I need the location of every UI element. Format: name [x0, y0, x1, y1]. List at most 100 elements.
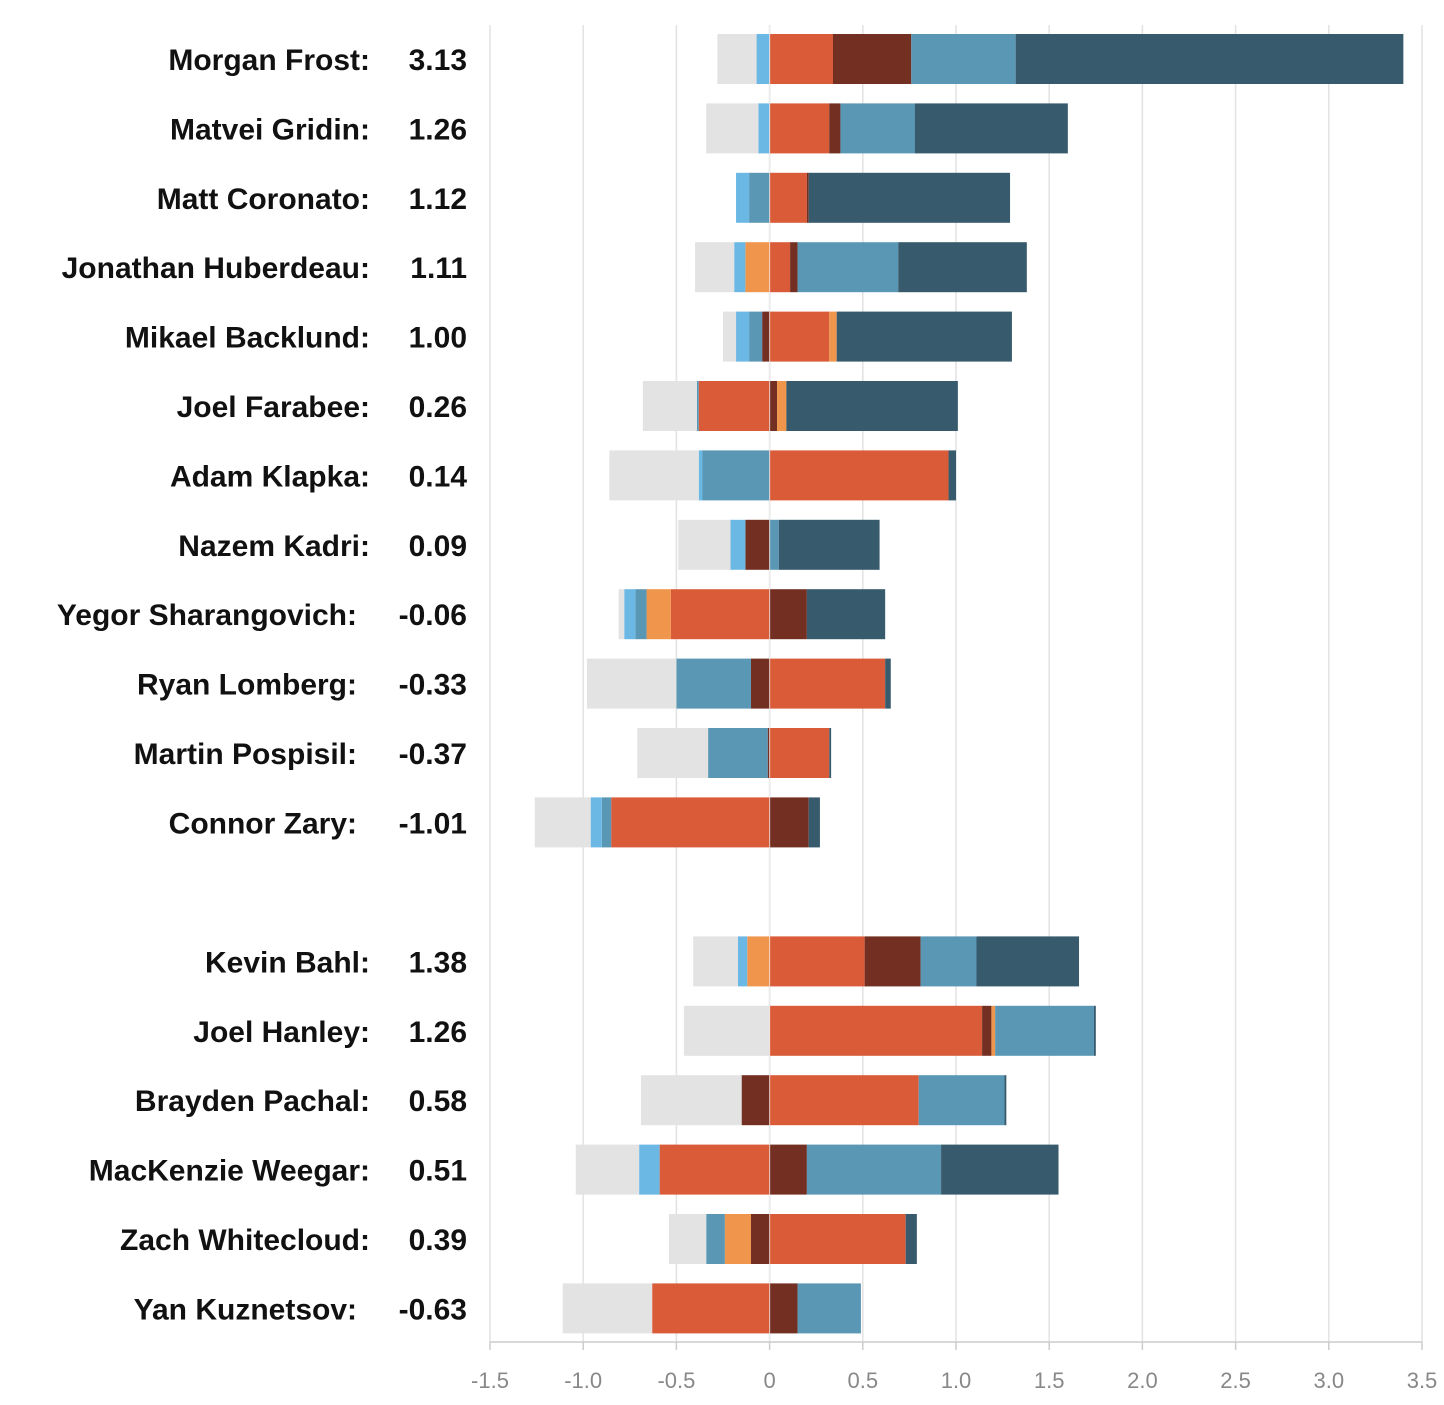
- bar-segment-negative: [706, 1214, 725, 1264]
- bar-segment-positive: [864, 936, 921, 987]
- player-name: Yegor Sharangovich:: [57, 599, 357, 632]
- bar-segment-positive: [769, 103, 830, 154]
- player-name: Brayden Pachal:: [135, 1085, 370, 1118]
- bar-segment-negative: [724, 1214, 751, 1264]
- player-name: Connor Zary:: [169, 807, 357, 840]
- bar-segment-negative: [767, 728, 770, 778]
- bar-segment-negative: [695, 242, 735, 293]
- bar-segment-positive: [790, 242, 798, 293]
- bar-segment-positive: [905, 1214, 917, 1264]
- bar-segment-negative: [670, 589, 770, 640]
- player-value: 1.26: [409, 1016, 467, 1049]
- bar-segment-positive: [769, 1144, 807, 1195]
- bar-segment-negative: [639, 1144, 660, 1195]
- bar-segment-negative: [678, 519, 731, 570]
- bar-segment-positive: [1093, 1005, 1096, 1056]
- bar-segment-positive: [918, 1075, 1005, 1126]
- player-name: Yan Kuznetsov:: [134, 1293, 357, 1326]
- player-value: -0.37: [399, 738, 467, 771]
- bar-segment-positive: [769, 658, 886, 709]
- player-value: 0.58: [409, 1085, 467, 1118]
- bar-segment-positive: [769, 1214, 906, 1264]
- bar-segment-negative: [749, 311, 763, 362]
- bar-segment-positive: [898, 242, 1027, 293]
- bar-segment-negative: [642, 381, 697, 431]
- bar-segment-positive: [769, 311, 830, 362]
- bar-segment-positive: [769, 242, 791, 293]
- bar-segment-positive: [769, 728, 830, 778]
- x-tick-label: 2.0: [1127, 1368, 1158, 1393]
- bar-segment-negative: [698, 381, 770, 431]
- bar-segment-positive: [991, 1005, 996, 1056]
- bar-segment-negative: [586, 658, 677, 709]
- bar-segment-positive: [769, 1283, 798, 1334]
- player-value: 1.12: [409, 183, 467, 216]
- player-value: -1.01: [399, 807, 467, 840]
- bar-segment-negative: [698, 450, 703, 501]
- x-tick-label: 3.0: [1314, 1368, 1345, 1393]
- player-value: 1.26: [409, 113, 467, 146]
- x-tick-label: -1.5: [471, 1368, 509, 1393]
- bar-segment-negative: [730, 519, 746, 570]
- bar-segment-positive: [982, 1005, 992, 1056]
- player-value: -0.63: [399, 1293, 467, 1326]
- x-tick-label: 2.5: [1220, 1368, 1251, 1393]
- bar-segment-negative: [749, 172, 770, 223]
- bar-segment-negative: [702, 450, 770, 501]
- player-value: 1.11: [410, 252, 467, 285]
- bar-segment-positive: [836, 311, 1012, 362]
- bar-segment-negative: [668, 1214, 707, 1264]
- bar-segment-positive: [778, 519, 880, 570]
- x-tick-label: 1.5: [1034, 1368, 1065, 1393]
- bar-segment-negative: [659, 1144, 770, 1195]
- bar-segment-positive: [976, 936, 1080, 987]
- player-name: Jonathan Huberdeau:: [62, 252, 370, 285]
- player-name: Joel Hanley:: [193, 1016, 370, 1049]
- bar-segment-positive: [829, 103, 841, 154]
- bar-segment-positive: [806, 172, 809, 223]
- bar-segment-negative: [736, 172, 750, 223]
- bar-segment-negative: [683, 1005, 770, 1056]
- bar-segment-negative: [737, 936, 748, 987]
- bar-segment-positive: [769, 519, 779, 570]
- bar-segment-negative: [601, 797, 612, 848]
- bar-segment-positive: [914, 103, 1068, 154]
- bar-segment-positive: [769, 34, 833, 84]
- player-value: 0.09: [409, 530, 467, 563]
- bar-segment-positive: [832, 34, 912, 84]
- player-value: 0.26: [409, 391, 467, 424]
- player-name: Joel Farabee:: [177, 391, 370, 424]
- bar-segment-negative: [676, 658, 751, 709]
- bar-segment-negative: [706, 103, 759, 154]
- bar-segment-negative: [652, 1283, 770, 1334]
- bar-segment-negative: [640, 1075, 742, 1126]
- player-value: 0.51: [409, 1155, 467, 1188]
- bar-segment-positive: [920, 936, 977, 987]
- player-value: 0.14: [409, 460, 468, 493]
- x-tick-label: 1.0: [941, 1368, 972, 1393]
- bar-segment-positive: [797, 242, 899, 293]
- bar-segment-negative: [618, 589, 625, 640]
- player-name: Nazem Kadri:: [178, 530, 370, 563]
- bar-segment-negative: [758, 103, 770, 154]
- label-layer: Morgan Frost: 3.13 Matvei Gridin: 1.26 Matt …: [57, 44, 467, 1326]
- bar-segment-negative: [756, 34, 770, 84]
- x-axis: -1.5 -1.0 -0.5 0 0.5 1.0 1.5 2.0 2.5 3.0 3.5: [471, 1341, 1437, 1393]
- bar-segment-positive: [777, 381, 787, 431]
- bar-segment-negative: [646, 589, 671, 640]
- player-name: Ryan Lomberg:: [137, 669, 357, 702]
- bar-segment-negative: [762, 311, 770, 362]
- player-value: 0.39: [409, 1224, 467, 1257]
- player-value: 1.38: [409, 946, 467, 979]
- bar-segment-positive: [1015, 34, 1404, 84]
- bar-segment-positive: [995, 1005, 1094, 1056]
- bar-segment-positive: [769, 589, 807, 640]
- bar-segment-negative: [750, 658, 770, 709]
- bar-segment-positive: [948, 450, 956, 501]
- player-value: 1.00: [409, 322, 467, 355]
- bar-segment-negative: [590, 797, 602, 848]
- bar-segment-positive: [769, 797, 809, 848]
- bar-segment-positive: [1004, 1075, 1007, 1126]
